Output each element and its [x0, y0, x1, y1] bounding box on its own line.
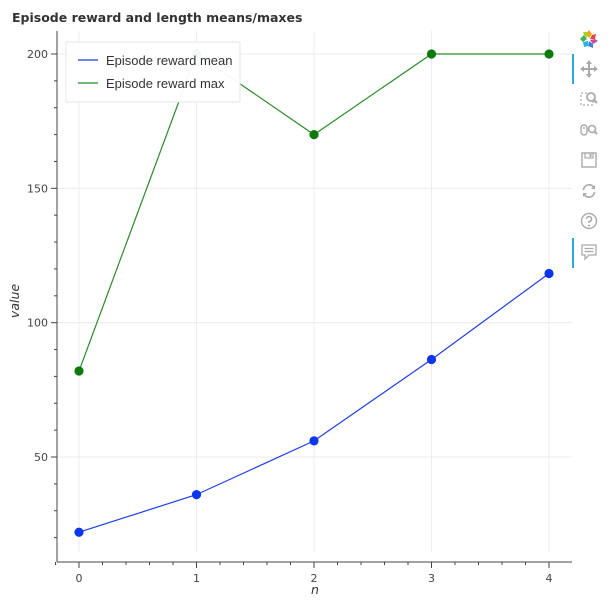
x-tick-label: 1 [193, 572, 200, 585]
chart-title: Episode reward and length means/maxes [12, 10, 302, 25]
help-icon[interactable] [578, 210, 600, 232]
legend: Episode reward mean Episode reward max [65, 41, 241, 103]
x-tick-label: 3 [428, 572, 435, 585]
legend-label-1: Episode reward max [106, 76, 225, 91]
y-tick-label: 200 [27, 48, 48, 61]
series-1-point [426, 49, 437, 59]
x-axis-label: n [311, 582, 319, 597]
reset-icon[interactable] [578, 180, 600, 202]
axes: 50 100 150 200 0 1 2 3 4 [27, 31, 572, 585]
y-axis-label: value [7, 284, 22, 318]
y-tick-label: 50 [34, 451, 48, 464]
series-layer [74, 49, 554, 537]
series-0-point [544, 268, 554, 279]
hover-active-indicator [572, 238, 574, 268]
pan-icon[interactable] [578, 58, 600, 80]
x-tick-label: 0 [76, 572, 83, 585]
grid [57, 31, 572, 552]
legend-box [65, 41, 241, 103]
series-0-point [426, 354, 437, 365]
chart: Episode reward and length means/maxes 50… [7, 10, 572, 597]
series-1-point [74, 366, 84, 376]
box-zoom-icon[interactable] [578, 88, 600, 110]
wheel-zoom-icon[interactable] [578, 119, 600, 141]
x-tick-label: 2 [311, 572, 318, 585]
series-0-point [191, 490, 202, 500]
x-tick-label: 4 [546, 572, 553, 585]
y-tick-label: 150 [27, 182, 48, 195]
legend-label-0: Episode reward mean [106, 53, 232, 68]
bokeh-logo-icon [578, 28, 600, 50]
series-1-point [309, 130, 319, 140]
y-tick-label: 100 [27, 317, 48, 330]
toolbar [572, 28, 606, 278]
hover-icon[interactable] [578, 241, 600, 263]
series-1-point [544, 49, 554, 59]
save-icon[interactable] [578, 149, 600, 171]
series-0-point [74, 527, 84, 537]
series-0-point [309, 436, 319, 446]
pan-active-indicator [572, 54, 574, 84]
